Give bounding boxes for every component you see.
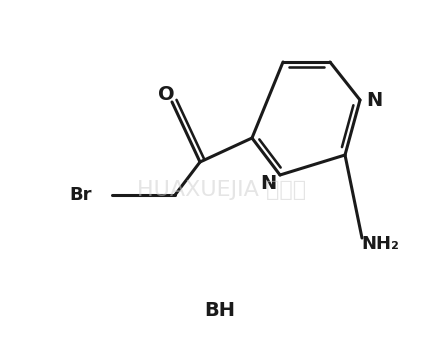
Text: Br: Br bbox=[70, 186, 92, 204]
Text: N: N bbox=[260, 174, 276, 193]
Text: HUAXUEJIA 化学加: HUAXUEJIA 化学加 bbox=[137, 180, 307, 200]
Text: BH: BH bbox=[205, 300, 235, 319]
Text: O: O bbox=[158, 84, 174, 103]
Text: NH₂: NH₂ bbox=[361, 235, 399, 253]
Text: N: N bbox=[366, 91, 382, 110]
